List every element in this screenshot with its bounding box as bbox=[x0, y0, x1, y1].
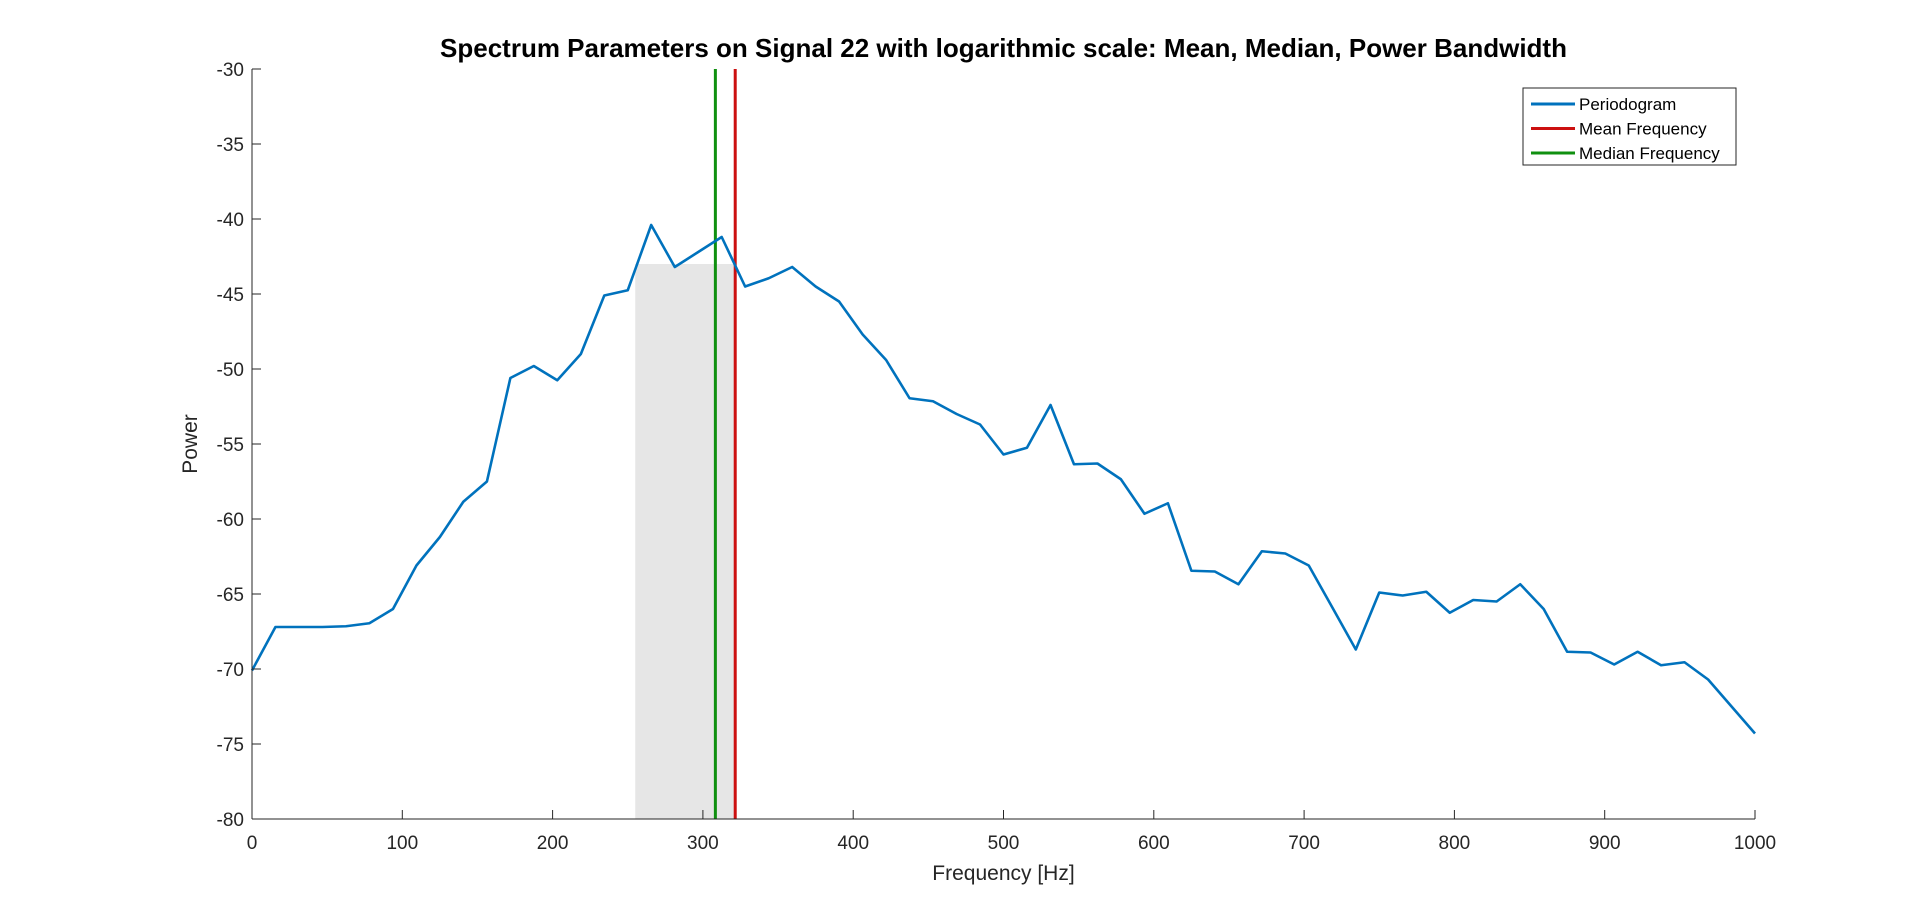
y-tick-label: -55 bbox=[217, 435, 244, 456]
y-tick-label: -50 bbox=[217, 360, 244, 381]
x-tick-label: 700 bbox=[1288, 833, 1320, 854]
x-tick-label: 600 bbox=[1138, 833, 1170, 854]
chart-title: Spectrum Parameters on Signal 22 with lo… bbox=[440, 33, 1567, 63]
periodogram-layer bbox=[250, 223, 1756, 735]
x-tick-label: 0 bbox=[247, 833, 258, 854]
power-bandwidth-region bbox=[635, 264, 735, 819]
x-tick-label: 200 bbox=[537, 833, 569, 854]
bandwidth-region-layer bbox=[635, 264, 735, 819]
x-tick-label: 1000 bbox=[1734, 833, 1776, 854]
legend-label-median-frequency: Median Frequency bbox=[1579, 144, 1720, 163]
y-tick-label: -75 bbox=[217, 735, 244, 756]
x-tick-label: 900 bbox=[1589, 833, 1621, 854]
legend: Periodogram Mean Frequency Median Freque… bbox=[1522, 87, 1737, 166]
y-axis-label: Power bbox=[179, 414, 202, 474]
x-tick-label: 500 bbox=[988, 833, 1020, 854]
x-tick-label: 300 bbox=[687, 833, 719, 854]
axes-layer bbox=[251, 69, 1755, 820]
legend-label-periodogram: Periodogram bbox=[1579, 95, 1676, 114]
y-tick-label: -35 bbox=[217, 135, 244, 156]
y-tick-label: -40 bbox=[217, 210, 244, 231]
x-tick-label: 100 bbox=[386, 833, 418, 854]
y-tick-label: -30 bbox=[217, 60, 244, 81]
x-tick-label: 400 bbox=[837, 833, 869, 854]
legend-label-mean-frequency: Mean Frequency bbox=[1579, 120, 1707, 139]
x-ticks: 0 100 200 300 400 500 600 700 800 900 1000 bbox=[247, 810, 1776, 854]
y-tick-label: -45 bbox=[217, 285, 244, 306]
y-tick-label: -80 bbox=[217, 810, 244, 831]
y-tick-label: -65 bbox=[217, 585, 244, 606]
x-axis-label: Frequency [Hz] bbox=[932, 862, 1074, 885]
y-ticks: -30 -35 -40 -45 -50 -55 -60 -65 -70 -75 -80 bbox=[217, 60, 261, 831]
frequency-marker-layer bbox=[713, 69, 737, 819]
periodogram-line bbox=[250, 223, 1756, 735]
y-tick-label: -70 bbox=[217, 660, 244, 681]
x-tick-label: 800 bbox=[1439, 833, 1471, 854]
y-tick-label: -60 bbox=[217, 510, 244, 531]
